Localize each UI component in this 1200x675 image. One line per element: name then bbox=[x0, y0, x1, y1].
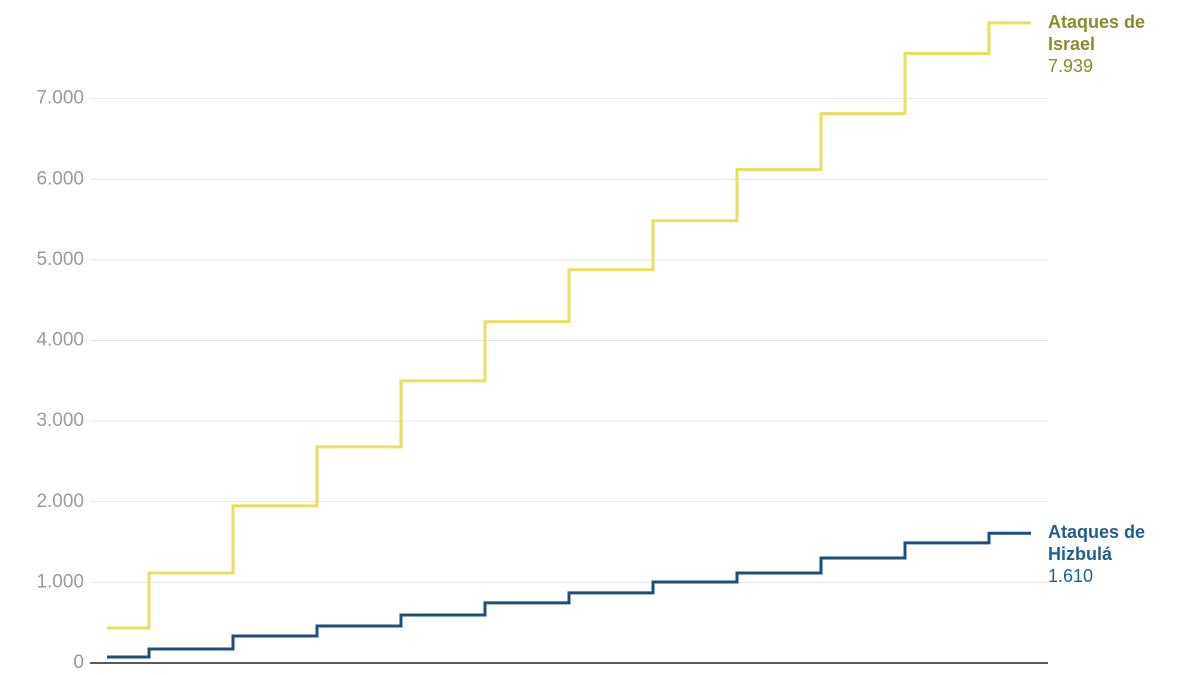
y-tick-label: 6.000 bbox=[36, 168, 84, 189]
legend-entry: Ataques de Hizbulá bbox=[1048, 522, 1146, 565]
y-tick-label: 7.000 bbox=[36, 88, 84, 109]
value-label: 7.939 bbox=[1048, 55, 1094, 76]
legend-entry: Ataques de Israel bbox=[1048, 11, 1146, 54]
step-line bbox=[107, 21, 1031, 630]
y-tick-label: 4.000 bbox=[36, 330, 84, 351]
y-tick-label: 0 bbox=[73, 652, 84, 673]
series-label: Ataques de Hizbulá 1.610 bbox=[1048, 521, 1178, 587]
series-label: Ataques de Israel 7.939 bbox=[1048, 11, 1178, 77]
y-tick-label: 5.000 bbox=[36, 249, 84, 270]
y-tick-label: 3.000 bbox=[36, 410, 84, 431]
y-tick-label: 2.000 bbox=[36, 491, 84, 512]
step-line bbox=[107, 531, 1031, 659]
y-tick-label: 1.000 bbox=[36, 571, 84, 592]
value-label: 1.610 bbox=[1048, 566, 1094, 587]
